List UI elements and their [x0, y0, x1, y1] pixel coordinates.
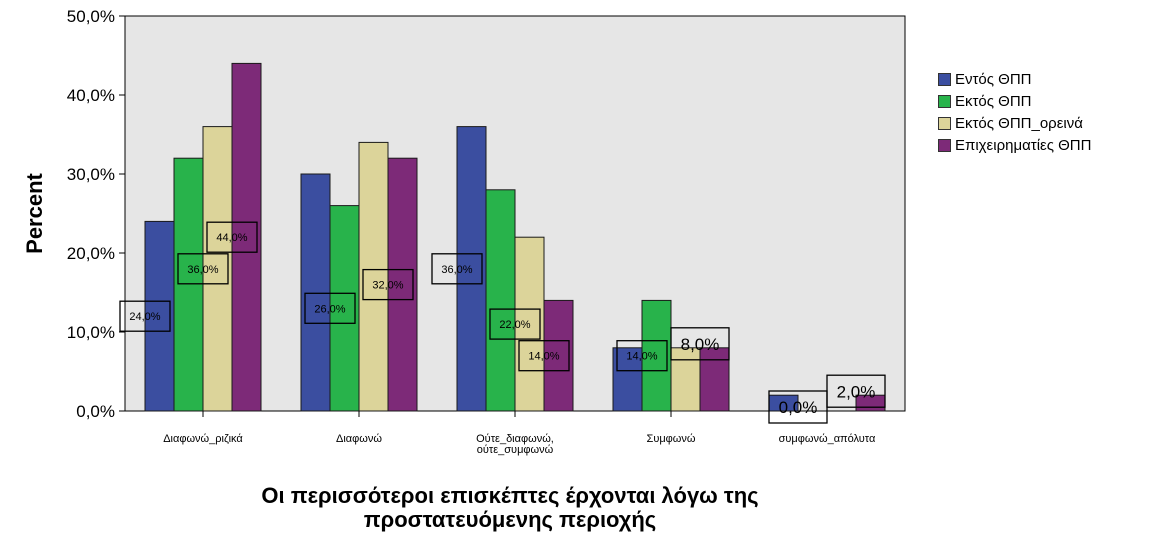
x-tick-label: Διαφωνώ [336, 433, 382, 445]
data-label: 14,0% [528, 351, 559, 363]
x-axis-title: Οι περισσότεροι επισκέπτες έρχονται λόγω… [120, 484, 900, 532]
legend-label: Εκτός ΘΠΠ_ορεινά [955, 115, 1083, 132]
legend-swatch [938, 139, 951, 152]
data-label: 14,0% [626, 351, 657, 363]
y-tick-label: 30,0% [67, 165, 115, 184]
legend-swatch [938, 95, 951, 108]
legend-label: Επιχειρηματίες ΘΠΠ [955, 137, 1091, 154]
data-label: 2,0% [837, 382, 876, 401]
data-label: 44,0% [216, 232, 247, 244]
bar [486, 190, 515, 411]
x-tick-label: ούτε_συμφωνώ [477, 444, 554, 456]
y-axis-title: Percent [22, 172, 47, 253]
bar [174, 158, 203, 411]
x-tick-label: Διαφωνώ_ριζικά [163, 433, 243, 445]
x-axis-title-line: προστατευόμενης περιοχής [120, 508, 900, 532]
legend-label: Εκτός ΘΠΠ [955, 93, 1032, 110]
legend-item-ektos-oreina: Εκτός ΘΠΠ_ορεινά [938, 112, 1091, 134]
legend: Εντός ΘΠΠ Εκτός ΘΠΠ Εκτός ΘΠΠ_ορεινά Επι… [938, 68, 1091, 156]
x-axis-title-line: Οι περισσότεροι επισκέπτες έρχονται λόγω… [120, 484, 900, 508]
y-tick-label: 0,0% [76, 402, 115, 421]
data-label: 26,0% [314, 303, 345, 315]
x-tick-label: συμφωνώ_απόλυτα [779, 433, 876, 445]
data-label: 0,0% [779, 398, 818, 417]
data-label: 32,0% [372, 280, 403, 292]
legend-item-epixeirimaties: Επιχειρηματίες ΘΠΠ [938, 134, 1091, 156]
data-label: 22,0% [499, 319, 530, 331]
data-label: 24,0% [129, 311, 160, 323]
data-label: 36,0% [187, 264, 218, 276]
legend-item-ektos: Εκτός ΘΠΠ [938, 90, 1091, 112]
y-tick-label: 50,0% [67, 7, 115, 26]
legend-item-entos: Εντός ΘΠΠ [938, 68, 1091, 90]
legend-swatch [938, 117, 951, 130]
data-label: 36,0% [441, 264, 472, 276]
x-tick-label: Συμφωνώ [647, 433, 696, 445]
legend-label: Εντός ΘΠΠ [955, 71, 1032, 88]
legend-swatch [938, 73, 951, 86]
y-tick-label: 10,0% [67, 323, 115, 342]
bar [671, 348, 700, 411]
bar [700, 348, 729, 411]
y-tick-label: 40,0% [67, 86, 115, 105]
data-label: 8,0% [681, 335, 720, 354]
y-tick-label: 20,0% [67, 244, 115, 263]
bar [301, 174, 330, 411]
